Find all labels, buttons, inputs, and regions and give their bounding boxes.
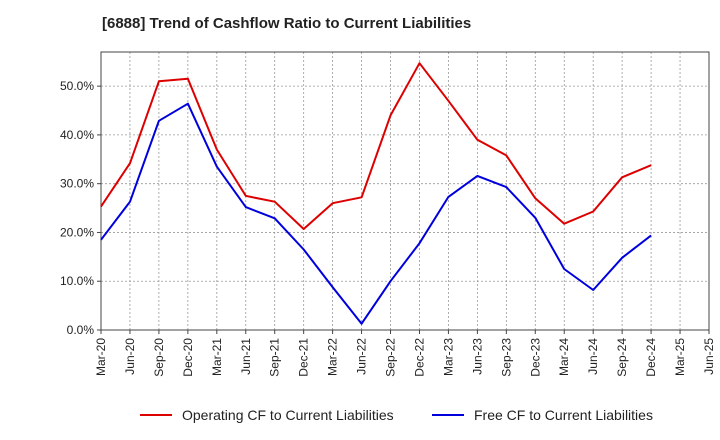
series-layer [100,62,652,325]
legend-swatch-operating-cf [140,414,172,416]
plot-area [101,52,709,330]
x-tick-label: Sep-23 [499,338,513,377]
x-tick-label: Dec-24 [644,338,658,377]
x-tick-label: Sep-21 [268,338,282,377]
x-tick-label: Jun-23 [470,338,484,375]
series-line-operating-cf [100,62,652,230]
x-tick-label: Sep-24 [615,338,629,377]
legend-item-operating-cf: Operating CF to Current Liabilities [140,404,394,426]
x-tick-label: Dec-21 [297,338,311,377]
label-layer: 0.0% 10.0% 20.0% 30.0% 40.0% 50.0% Mar-20 Jun-2… [60,79,716,377]
x-tick-label: Mar-20 [94,338,108,376]
x-tick-label: Jun-20 [123,338,137,375]
legend-label-operating-cf: Operating CF to Current Liabilities [182,407,394,423]
y-tick-label: 50.0% [60,79,94,93]
x-tick-label: Dec-23 [528,338,542,377]
x-tick-label: Jun-22 [355,338,369,375]
x-tick-label: Sep-22 [384,338,398,377]
x-tick-label: Mar-21 [210,338,224,376]
x-tick-label: Jun-21 [239,338,253,375]
axis-layer [97,51,710,334]
y-tick-label: 30.0% [60,177,94,191]
x-tick-label: Mar-24 [557,338,571,376]
grid-layer [100,52,710,331]
series-line-free-cf [100,102,652,325]
plot-frame [100,51,710,331]
y-tick-label: 20.0% [60,225,94,239]
x-tick-label: Mar-22 [326,338,340,376]
x-tick-label: Jun-25 [702,338,716,375]
x-tick-label: Dec-22 [412,338,426,377]
y-tick-label: 0.0% [67,323,95,337]
x-tick-label: Mar-23 [441,338,455,376]
x-tick-label: Sep-20 [152,338,166,377]
legend: Operating CF to Current Liabilities Free… [0,404,720,426]
chart-title: [6888] Trend of Cashflow Ratio to Curren… [102,15,472,32]
y-tick-label: 10.0% [60,274,94,288]
legend-item-free-cf: Free CF to Current Liabilities [432,404,653,426]
x-tick-label: Dec-20 [181,338,195,377]
legend-swatch-free-cf [432,414,464,416]
x-tick-label: Jun-24 [586,338,600,375]
x-tick-label: Mar-25 [673,338,687,376]
legend-label-free-cf: Free CF to Current Liabilities [474,407,653,423]
y-tick-label: 40.0% [60,128,94,142]
